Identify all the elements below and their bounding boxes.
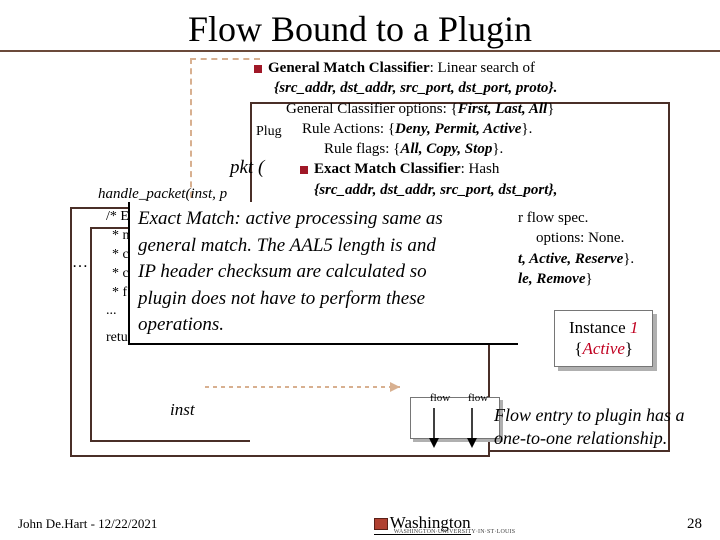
comment-marks: /* E * n * c * c * f ... <box>106 208 130 321</box>
classifier-text: General Match Classifier: Linear search … <box>254 58 714 200</box>
cls-l1a: General Match Classifier <box>268 60 430 76</box>
inst-l2b: Active <box>582 339 624 358</box>
cls-tail-3b: }. <box>623 251 634 267</box>
flow-label-2: flow <box>468 392 488 404</box>
cls-tail-3a: t, Active, Reserve <box>518 251 623 267</box>
cls-l4b: Deny, Permit, Active <box>395 121 521 137</box>
flow-arrow-1 <box>424 404 444 454</box>
flow-relationship-text: Flow entry to plugin has a one-to-one re… <box>494 404 685 449</box>
inst-l1b: 1 <box>630 318 639 337</box>
cm2: * n <box>106 227 130 246</box>
cls-l5c: }. <box>492 141 503 157</box>
cls-l3c: } <box>547 101 554 117</box>
pkt-label: pkt ( <box>230 157 264 179</box>
footer-center: Washington WASHINGTON·UNIVERSITY·IN·ST·L… <box>374 513 471 535</box>
page-number: 28 <box>687 516 702 533</box>
ov-l4: plugin does not have to perform these <box>138 286 510 313</box>
flow-label-1: flow <box>430 392 450 404</box>
cls-l6b: : Hash <box>461 161 500 177</box>
instance-line2: {Active} <box>569 338 638 359</box>
cm1: /* E <box>106 208 130 227</box>
cls-l3a: General Classifier options: { <box>286 101 458 117</box>
classifier-tails: r flow spec. options: None. t, Active, R… <box>518 208 634 289</box>
cm6: ... <box>106 302 130 321</box>
cls-tail-2: options: None. <box>518 228 634 248</box>
cls-l7: {src_addr, dst_addr, src_port, dst_port}… <box>314 182 557 198</box>
cls-l3b: First, Last, All <box>458 101 547 117</box>
ov-l2: general match. The AAL5 length is and <box>138 233 510 260</box>
fr-l2: one-to-one relationship. <box>494 427 685 450</box>
cm4: * c <box>106 265 130 284</box>
footer: John De.Hart - 12/22/2021 Washington WAS… <box>0 508 720 540</box>
instance-line1: Instance 1 <box>569 317 638 338</box>
exact-match-overlay: Exact Match: active processing same as g… <box>128 202 518 345</box>
cls-tail-1: r flow spec. <box>518 208 634 228</box>
inst-l2c: } <box>625 339 633 358</box>
ov-l5: operations. <box>138 312 510 339</box>
cls-l5a: Rule flags: { <box>324 141 400 157</box>
cm3: * c <box>106 246 130 265</box>
cls-l5b: All, Copy, Stop <box>400 141 492 157</box>
dotted-arrow <box>200 362 420 412</box>
footer-author: John De.Hart - 12/22/2021 <box>18 516 157 532</box>
ellipsis-left: … <box>72 254 88 272</box>
ov-l1: Exact Match: active processing same as <box>138 206 510 233</box>
bullet-icon <box>254 65 262 73</box>
return-fragment: retu <box>106 330 128 346</box>
handle-packet-label: handle_packet(inst, p <box>98 186 227 203</box>
diagram-area: Plug General Match Classifier: Linear se… <box>0 52 720 492</box>
cls-tail-4a: le, Remove <box>518 271 585 287</box>
shield-icon <box>374 518 388 530</box>
cm5: * f <box>106 284 130 303</box>
bullet-icon <box>300 166 308 174</box>
instance-box: Instance 1 {Active} <box>554 310 653 367</box>
ov-l3: IP header checksum are calculated so <box>138 259 510 286</box>
footer-subline: WASHINGTON·UNIVERSITY·IN·ST·LOUIS <box>394 529 515 535</box>
inst-l1a: Instance <box>569 318 630 337</box>
cls-l4a: Rule Actions: { <box>302 121 395 137</box>
cls-tail-4b: } <box>585 271 592 287</box>
cls-l4c: }. <box>521 121 532 137</box>
cls-l6a: Exact Match Classifier <box>314 161 461 177</box>
inst-fragment: inst <box>170 400 195 420</box>
cls-l1b: : Linear search of <box>430 60 535 76</box>
flow-arrow-2 <box>462 404 482 454</box>
page-title: Flow Bound to a Plugin <box>0 0 720 52</box>
fr-l1: Flow entry to plugin has a <box>494 404 685 427</box>
cls-l2: {src_addr, dst_addr, src_port, dst_port,… <box>274 80 557 96</box>
